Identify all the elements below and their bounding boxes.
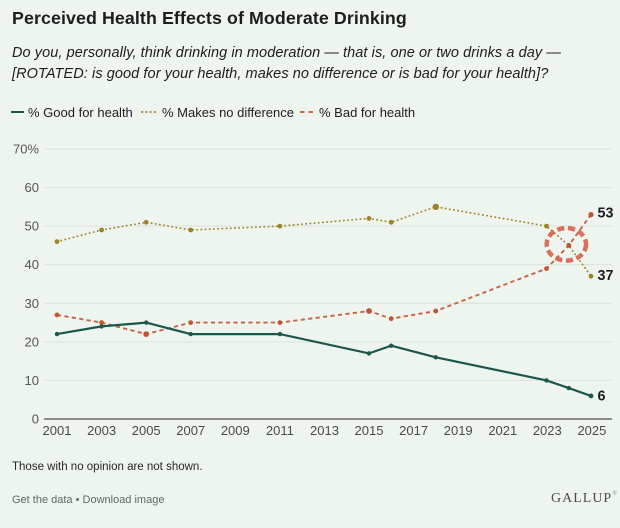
svg-text:40: 40 [25,257,39,272]
svg-text:2005: 2005 [132,423,161,438]
svg-text:60: 60 [25,180,39,195]
svg-text:2001: 2001 [43,423,72,438]
svg-text:50: 50 [25,219,39,234]
svg-text:2021: 2021 [488,423,517,438]
svg-text:30: 30 [25,296,39,311]
svg-text:2011: 2011 [266,423,294,438]
svg-text:2025: 2025 [577,423,606,438]
svg-text:70%: 70% [13,141,39,156]
svg-text:6: 6 [598,389,606,405]
svg-text:2013: 2013 [310,423,339,438]
svg-text:20: 20 [25,334,39,349]
svg-text:2007: 2007 [176,423,205,438]
svg-text:37: 37 [598,268,614,284]
svg-text:2015: 2015 [355,423,384,438]
svg-text:53: 53 [598,206,614,222]
svg-text:2023: 2023 [533,423,562,438]
svg-text:2019: 2019 [444,423,473,438]
svg-text:2003: 2003 [87,423,116,438]
svg-text:0: 0 [32,412,39,427]
svg-text:10: 10 [25,373,39,388]
svg-text:2017: 2017 [399,423,428,438]
svg-text:2009: 2009 [221,423,250,438]
